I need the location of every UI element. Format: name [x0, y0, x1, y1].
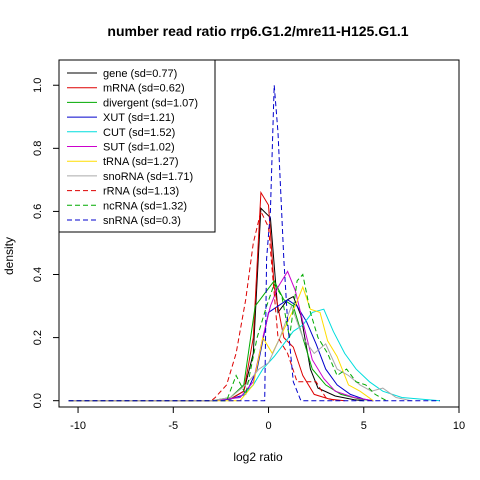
series-line-3: [68, 299, 374, 402]
legend-label: CUT (sd=1.52): [103, 127, 175, 139]
x-tick-label: -5: [168, 420, 178, 432]
x-axis-label: log2 ratio: [233, 450, 283, 464]
x-tick-label: 10: [453, 420, 465, 432]
y-tick-label: 0.8: [32, 141, 44, 156]
x-axis: -10 -5 0 5 10: [70, 407, 465, 432]
y-axis: 0.0 0.2 0.4 0.6 0.8 1.0: [32, 78, 59, 408]
series-line-8: [68, 209, 336, 402]
x-tick-label: 0: [265, 420, 271, 432]
legend-label: snoRNA (sd=1.71): [103, 171, 193, 183]
y-tick-label: 0.6: [32, 204, 44, 219]
legend-label: rRNA (sd=1.13): [103, 186, 179, 198]
y-axis-label: density: [2, 237, 16, 275]
legend-label: mRNA (sd=0.62): [103, 83, 185, 95]
y-tick-label: 0.0: [32, 393, 44, 408]
legend: gene (sd=0.77) mRNA (sd=0.62) divergent (s…: [58, 59, 216, 233]
x-tick-label: -10: [70, 420, 86, 432]
series-line-7: [68, 304, 412, 402]
legend-label: ncRNA (sd=1.32): [103, 200, 187, 212]
chart-title: number read ratio rrp6.G1.2/mre11-H125.G…: [107, 23, 408, 39]
legend-label: tRNA (sd=1.27): [103, 156, 179, 168]
series-line-10: [68, 85, 440, 402]
plot-frame: [58, 59, 460, 408]
y-tick-label: 0.2: [32, 330, 44, 345]
legend-label: divergent (sd=1.07): [103, 97, 198, 109]
legend-label: snRNA (sd=0.3): [103, 215, 181, 227]
legend-label: XUT (sd=1.21): [103, 112, 175, 124]
y-tick-label: 0.4: [32, 267, 44, 282]
series-lines: [68, 85, 441, 402]
y-tick-label: 1.0: [32, 78, 44, 93]
x-tick-label: 5: [361, 420, 367, 432]
legend-label: SUT (sd=1.02): [103, 142, 175, 154]
series-line-1: [68, 190, 345, 402]
legend-label: gene (sd=0.77): [103, 68, 177, 80]
series-line-6: [68, 285, 374, 402]
series-line-9: [68, 273, 387, 402]
